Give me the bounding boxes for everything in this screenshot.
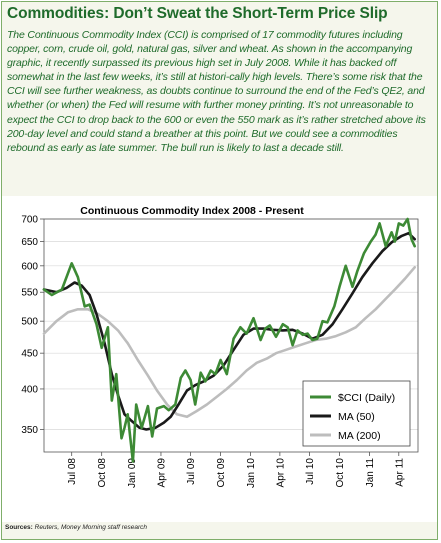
x-tick-label-3: Apr 09 xyxy=(156,458,167,488)
x-tick-label-9: Oct 10 xyxy=(335,458,346,488)
x-axis: Jul 08 Oct 08 Jan 09 Apr 09 Jul 09 Oct 09 Jan … xyxy=(67,452,405,488)
chart-title: Continuous Commodity Index 2008 - Presen… xyxy=(80,205,304,217)
plot-area xyxy=(43,218,419,453)
x-tick-label-10: Jan 11 xyxy=(365,458,376,488)
y-tick-label-400: 400 xyxy=(21,384,38,395)
y-tick-label-500: 500 xyxy=(21,317,38,328)
legend-label-1: MA (50) xyxy=(338,411,375,423)
source-text: Reuters, Money Morning staff research xyxy=(34,524,147,531)
x-tick-label-0: Jul 08 xyxy=(67,458,78,485)
source-label: Sources: xyxy=(5,524,33,531)
series-line-2 xyxy=(42,265,417,419)
cci-chart: Continuous Commodity Index 2008 - Presen… xyxy=(2,196,437,522)
y-tick-label-600: 600 xyxy=(21,261,38,272)
series-line-0 xyxy=(42,217,417,463)
chart-legend: $CCI (Daily) MA (50) MA (200) xyxy=(302,380,411,447)
y-tick-label-350: 350 xyxy=(21,425,38,436)
x-tick-label-7: Apr 10 xyxy=(275,458,286,488)
y-tick-label-700: 700 xyxy=(21,215,38,226)
source-note: Sources: Reuters, Money Morning staff re… xyxy=(5,524,147,531)
legend-label-2: MA (200) xyxy=(338,430,381,442)
y-tick-label-650: 650 xyxy=(21,237,38,248)
x-tick-label-8: Jul 10 xyxy=(305,458,316,485)
y-tick-label-450: 450 xyxy=(21,349,38,360)
x-tick-label-5: Oct 09 xyxy=(216,458,227,488)
x-tick-label-11: Apr 11 xyxy=(394,458,405,487)
y-tick-label-550: 550 xyxy=(21,288,38,299)
x-tick-label-2: Jan 09 xyxy=(127,458,138,488)
x-tick-label-6: Jan 10 xyxy=(246,458,257,488)
x-tick-label-4: Jul 09 xyxy=(186,458,197,485)
chart-series xyxy=(42,217,417,463)
x-tick-label-1: Oct 08 xyxy=(97,458,108,488)
body-text: The Continuous Commodity Index (CCI) is … xyxy=(7,29,426,154)
series-line-1 xyxy=(42,231,417,431)
legend-label-0: $CCI (Daily) xyxy=(338,392,395,404)
y-axis: 350 400 450 500 550 600 650 700 xyxy=(21,215,44,436)
headline: Commodities: Don’t Sweat the Short-Term … xyxy=(7,5,388,22)
